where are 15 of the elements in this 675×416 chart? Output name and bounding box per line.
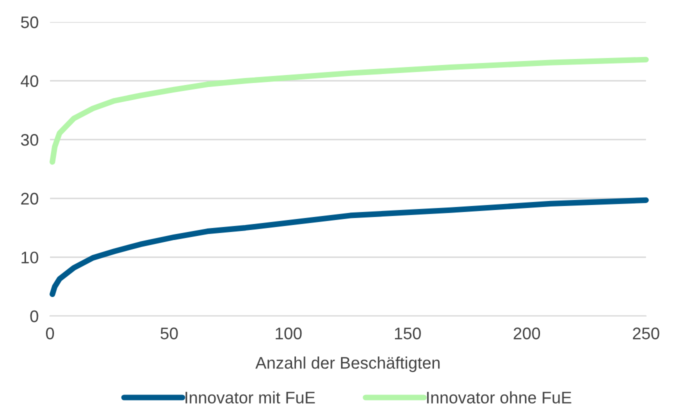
y-tick-label: 20 bbox=[21, 192, 38, 205]
x-tick-label: 50 bbox=[160, 328, 178, 340]
legend-label: Innovator ohne FuE bbox=[427, 391, 572, 404]
x-tick-label: 0 bbox=[46, 328, 54, 340]
y-tick-label: 50 bbox=[21, 16, 38, 28]
x-tick-label: 250 bbox=[632, 328, 660, 340]
y-tick-label: 10 bbox=[22, 252, 38, 264]
x-tick-label: 100 bbox=[276, 328, 302, 340]
x-axis-title: Anzahl der Beschäftigten bbox=[255, 356, 440, 372]
y-tick-label: 0 bbox=[30, 310, 38, 322]
legend-label: Innovator mit FuE bbox=[186, 391, 315, 404]
y-tick-label: 40 bbox=[20, 75, 38, 88]
y-tick-label: 30 bbox=[20, 134, 38, 146]
x-tick-label: 200 bbox=[514, 328, 540, 340]
x-tick-label: 150 bbox=[394, 328, 421, 340]
